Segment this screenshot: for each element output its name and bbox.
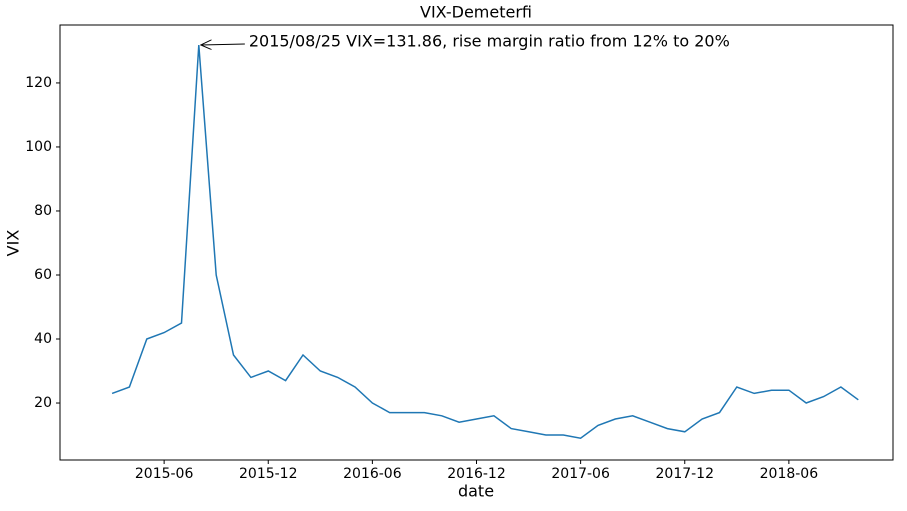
y-tick-label: 20 [34, 395, 52, 411]
y-tick-label: 120 [25, 75, 52, 91]
y-tick-label: 60 [34, 267, 52, 283]
x-tick-label: 2017-12 [656, 466, 715, 482]
data-line [111, 44, 859, 439]
y-tick-label: 80 [34, 203, 52, 219]
x-tick-label: 2016-06 [343, 466, 402, 482]
annotation-arrow [201, 44, 245, 45]
x-tick-label: 2015-12 [239, 466, 298, 482]
y-tick-label: 40 [34, 331, 52, 347]
annotation-text: 2015/08/25 VIX=131.86, rise margin ratio… [249, 31, 730, 50]
x-axis-label: date [458, 482, 494, 501]
x-tick-label: 2017-06 [551, 466, 610, 482]
y-axis-label: VIX [4, 230, 23, 257]
x-tick-label: 2016-12 [447, 466, 506, 482]
x-tick-label: 2018-06 [760, 466, 819, 482]
x-tick-label: 2015-06 [135, 466, 194, 482]
chart-title: VIX-Demeterfi [420, 3, 532, 22]
plot-frame [59, 24, 894, 461]
y-tick-label: 100 [25, 139, 52, 155]
